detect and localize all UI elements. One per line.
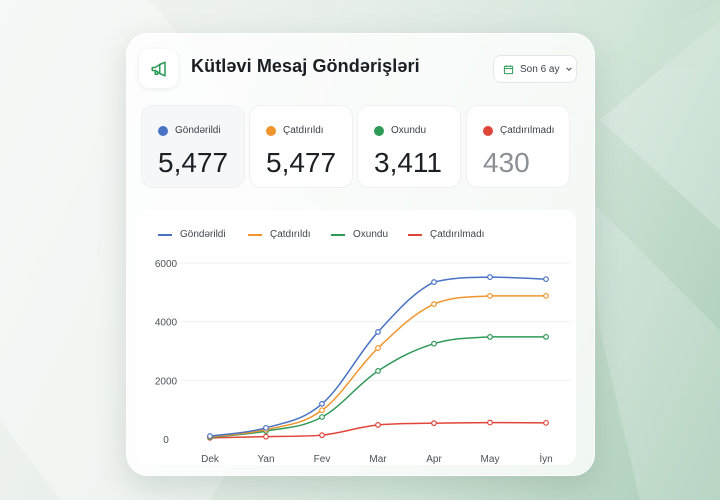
- status-dot: [266, 126, 276, 136]
- legend-item-read[interactable]: Oxundu: [331, 229, 388, 240]
- stat-label: Oxundu: [391, 125, 427, 136]
- stat-value: 5,477: [266, 147, 337, 178]
- megaphone-icon: [151, 61, 166, 76]
- stat-label: Çatdırıldı: [283, 125, 324, 136]
- stat-card-failed: Çatdırılmadı 430: [466, 105, 570, 188]
- calendar-icon: [503, 64, 514, 74]
- header-icon-box: [139, 49, 178, 88]
- chevron-down-icon: [566, 67, 573, 72]
- stat-value: 5,477: [158, 147, 229, 178]
- stat-value: 430: [483, 147, 530, 178]
- stat-card-delivered: Çatdırıldı 5,477: [249, 105, 353, 188]
- period-dropdown[interactable]: Son 6 ay: [493, 55, 577, 83]
- status-dot: [483, 126, 493, 136]
- stat-label: Göndərildi: [175, 125, 221, 136]
- legend-item-delivered[interactable]: Çatdırıldı: [248, 229, 311, 240]
- stat-label: Çatdırılmadı: [500, 125, 555, 136]
- stat-value: 3,411: [374, 147, 442, 178]
- status-dot: [374, 126, 384, 136]
- legend-item-failed[interactable]: Çatdırılmadı: [408, 229, 484, 240]
- status-dot: [158, 126, 168, 136]
- stat-card-read: Oxundu 3,411: [357, 105, 461, 188]
- stat-card-sent: Göndərildi 5,477: [141, 105, 245, 188]
- page-title: Kütləvi Mesaj Göndərişləri: [191, 56, 420, 76]
- chart-card: [137, 210, 576, 465]
- legend-item-sent[interactable]: Göndərildi: [158, 229, 226, 240]
- period-label: Son 6 ay: [520, 63, 560, 75]
